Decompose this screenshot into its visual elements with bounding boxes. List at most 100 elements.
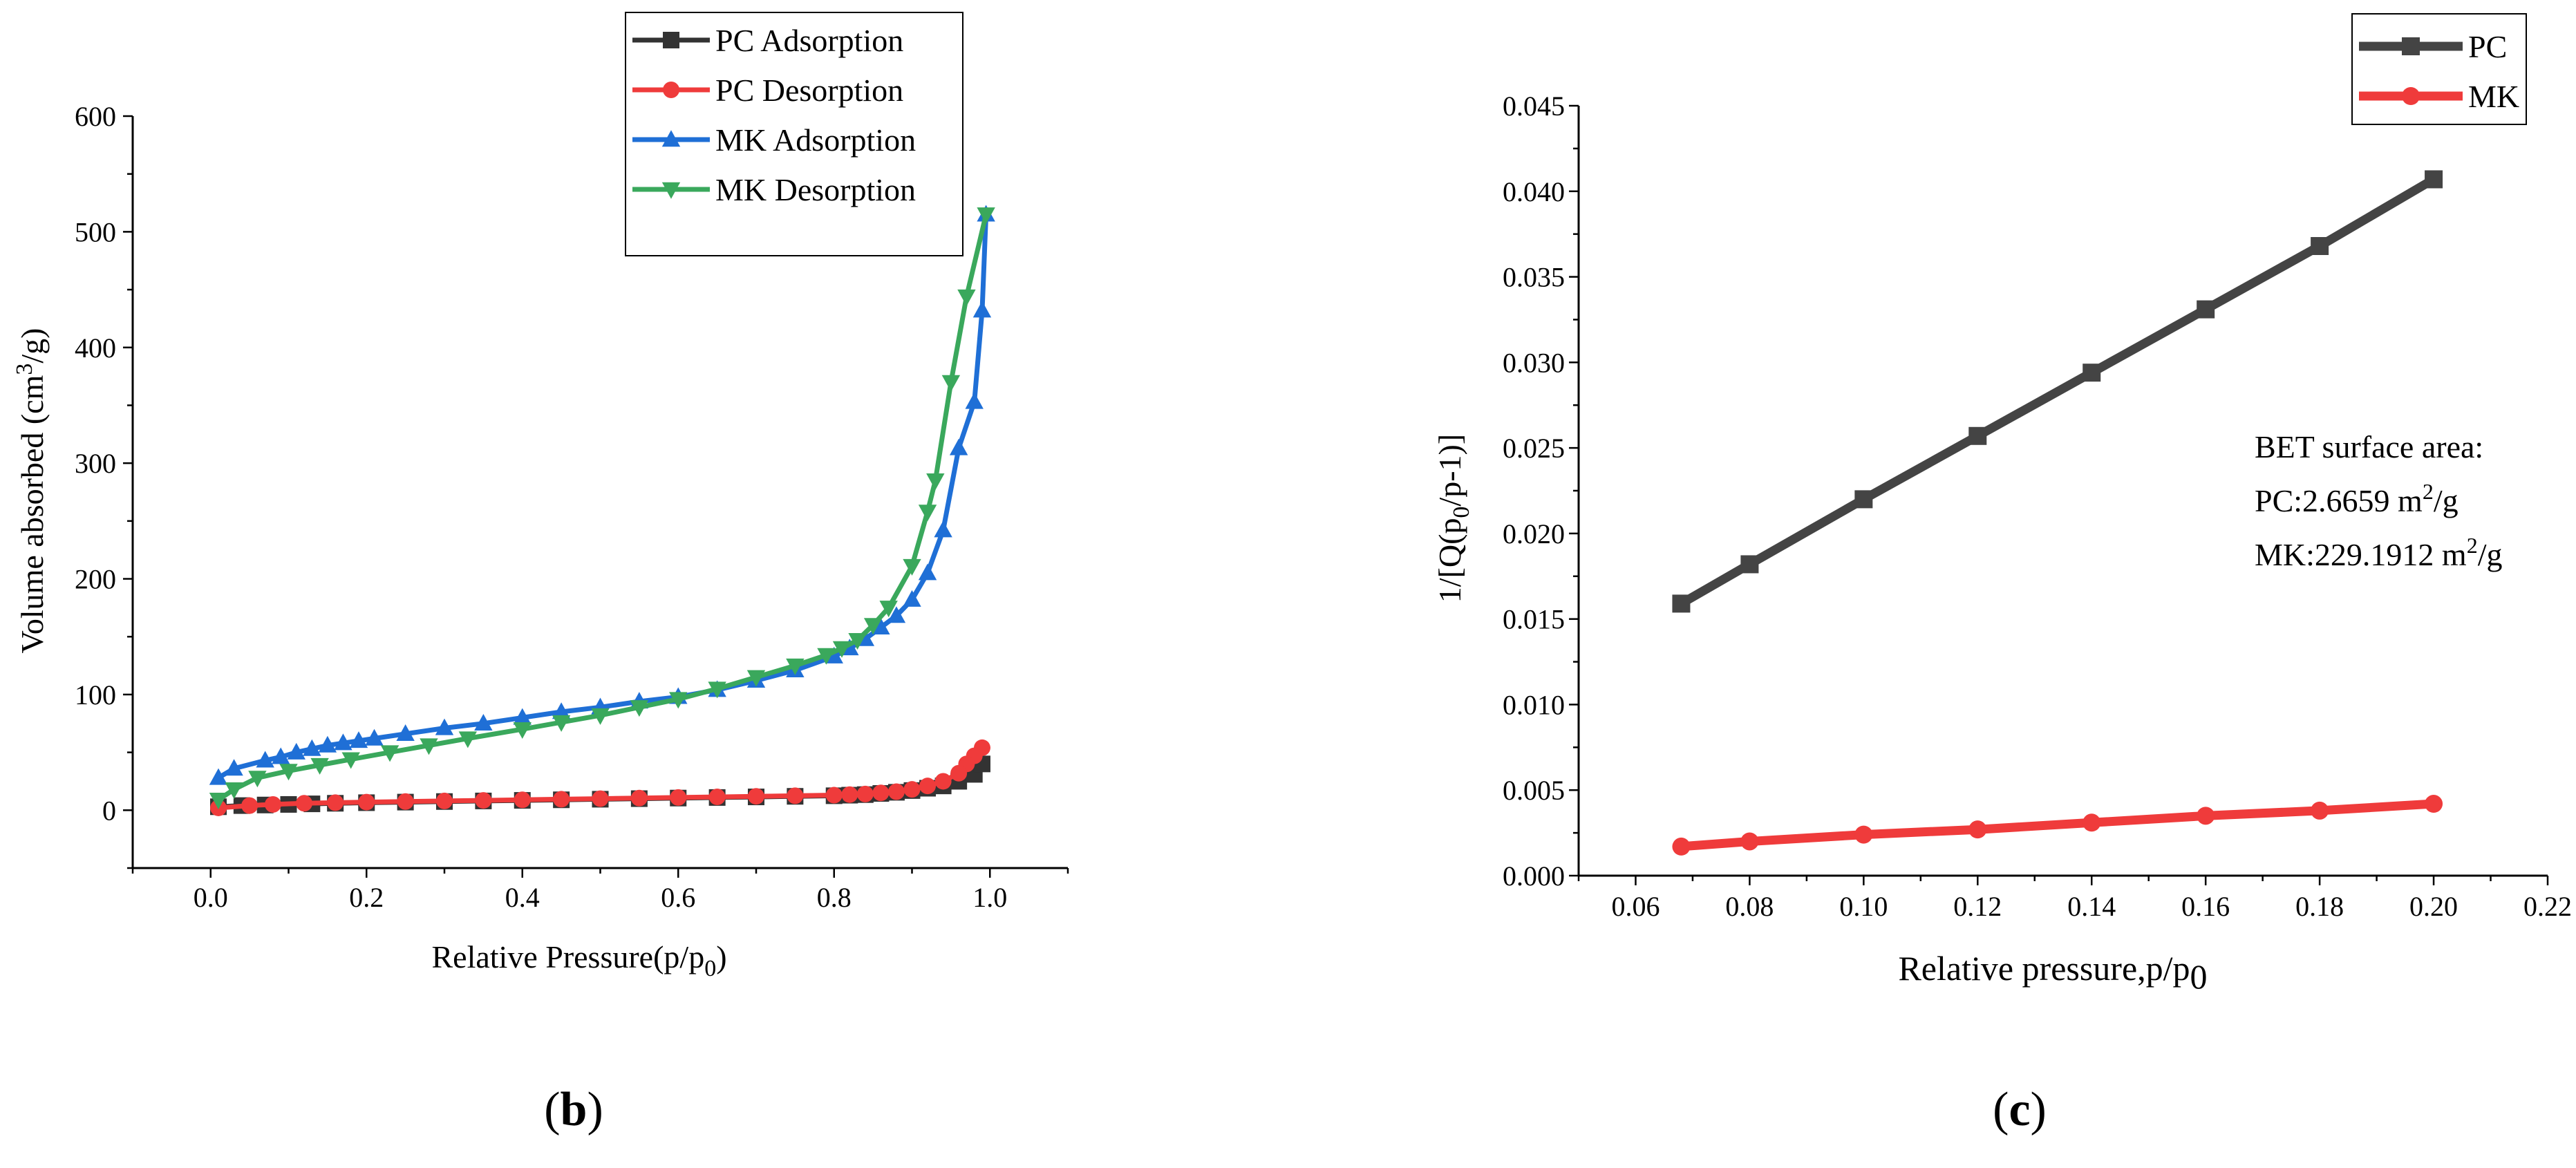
x-tick-label: 0.6 <box>661 882 695 913</box>
y-tick-label: 0.010 <box>1503 689 1565 720</box>
data-point <box>380 745 399 762</box>
legend-label: PC <box>2468 29 2507 64</box>
x-axis-label: Relative Pressure(p/p0) <box>431 939 726 981</box>
legend-item: PC <box>2359 29 2507 64</box>
x-tick-label: 0.2 <box>349 882 384 913</box>
data-point <box>435 718 454 735</box>
legend-frame <box>2351 13 2527 125</box>
y-tick-labels: 0.000 0.005 0.010 0.015 0.020 0.025 0.030 0.035… <box>1503 91 1565 892</box>
y-tick-label: 0.025 <box>1503 433 1565 464</box>
x-tick-label: 0.4 <box>505 882 540 913</box>
data-point <box>903 558 921 576</box>
chart-panel-c: 0.06 0.08 0.10 0.12 0.14 0.16 0.18 0.20 0.22 0.0… <box>1432 13 2572 1136</box>
data-point <box>349 731 368 748</box>
data-point <box>903 590 921 607</box>
data-point <box>2311 801 2329 820</box>
data-point <box>248 771 267 788</box>
axes <box>123 115 1069 878</box>
data-point <box>287 742 305 760</box>
legend-item: PC Desorption <box>632 73 903 108</box>
y-tick-label: 0.045 <box>1503 91 1565 122</box>
series-line <box>217 214 989 780</box>
data-point <box>863 618 883 635</box>
data-point <box>341 752 360 769</box>
legend-label: PC Desorption <box>715 73 903 108</box>
y-tick-label: 0.040 <box>1503 176 1565 207</box>
data-point <box>825 646 843 663</box>
series-pc-desorption <box>210 739 990 816</box>
series-mk <box>1672 795 2443 856</box>
series-group <box>209 205 995 816</box>
x-tick-label: 0.18 <box>2295 891 2344 922</box>
data-point <box>475 792 492 809</box>
data-point <box>513 722 532 739</box>
legend-label: MK Adsorption <box>715 122 916 158</box>
data-point <box>296 795 313 812</box>
y-axis-label: Volume absorbed (cm3/g) <box>12 328 50 654</box>
data-point <box>977 207 995 225</box>
data-point <box>972 301 992 318</box>
y-tick-label: 400 <box>75 332 116 364</box>
data-point <box>303 739 321 756</box>
legend-label: PC Adsorption <box>715 23 903 58</box>
legend-label: MK <box>2468 79 2519 114</box>
series-mk-adsorption <box>209 205 995 785</box>
y-tick-label: 0.030 <box>1503 347 1565 378</box>
x-tick-labels: 0.06 0.08 0.10 0.12 0.14 0.16 0.18 0.20 0.22 <box>1611 891 2572 922</box>
data-point <box>670 789 687 806</box>
data-point <box>396 724 415 742</box>
legend-item: PC Adsorption <box>632 23 903 58</box>
data-point <box>1740 832 1759 851</box>
axes <box>1569 104 2549 885</box>
data-point <box>832 641 852 658</box>
data-point <box>630 700 649 717</box>
y-tick-label: 500 <box>75 216 116 247</box>
x-axis-label: Relative pressure,p/p0 <box>1898 949 2207 996</box>
annotation-line-2: PC:2.6659 m2/g <box>2255 479 2459 518</box>
data-point <box>825 786 843 804</box>
y-tick-label: 0.035 <box>1503 262 1565 293</box>
data-point <box>209 768 228 785</box>
data-point <box>553 791 570 808</box>
panel-label-b: (b) <box>544 1083 603 1136</box>
data-point <box>630 789 648 807</box>
series-line <box>217 214 989 802</box>
data-point <box>2425 795 2443 813</box>
x-tick-label: 0.0 <box>194 882 228 913</box>
data-point <box>746 670 766 687</box>
x-tick-label: 0.22 <box>2523 891 2572 922</box>
legend-marker <box>661 130 681 147</box>
legend-marker <box>661 182 681 199</box>
data-point <box>2425 170 2443 189</box>
y-tick-label: 0 <box>102 795 116 826</box>
data-point <box>514 791 531 809</box>
data-point <box>436 792 453 809</box>
data-point <box>272 747 290 764</box>
bet-annotation: BET surface area: PC:2.6659 m2/g MK:229.… <box>2255 429 2502 572</box>
data-point <box>1854 825 1873 844</box>
data-point <box>941 375 961 392</box>
data-point <box>1968 820 1987 839</box>
series-line <box>1680 799 2434 851</box>
data-point <box>879 601 898 618</box>
x-tick-label: 0.10 <box>1839 891 1888 922</box>
data-point <box>552 715 571 732</box>
data-point <box>474 713 493 731</box>
legend-marker <box>663 82 679 98</box>
data-point <box>256 751 274 768</box>
data-point <box>872 784 890 802</box>
legend-marker <box>663 32 679 48</box>
x-tick-label: 1.0 <box>972 882 1007 913</box>
y-tick-label: 0.000 <box>1503 860 1565 892</box>
x-tick-label: 0.12 <box>1953 891 2002 922</box>
x-tick-label: 0.8 <box>817 882 852 913</box>
annotation-line-1: BET surface area: <box>2255 429 2483 464</box>
x-tick-label: 0.08 <box>1725 891 1774 922</box>
data-point <box>1740 555 1759 574</box>
series-line <box>1679 175 2436 608</box>
data-point <box>279 764 298 781</box>
data-point <box>748 788 764 805</box>
data-point <box>2197 807 2215 825</box>
data-point <box>420 738 438 755</box>
